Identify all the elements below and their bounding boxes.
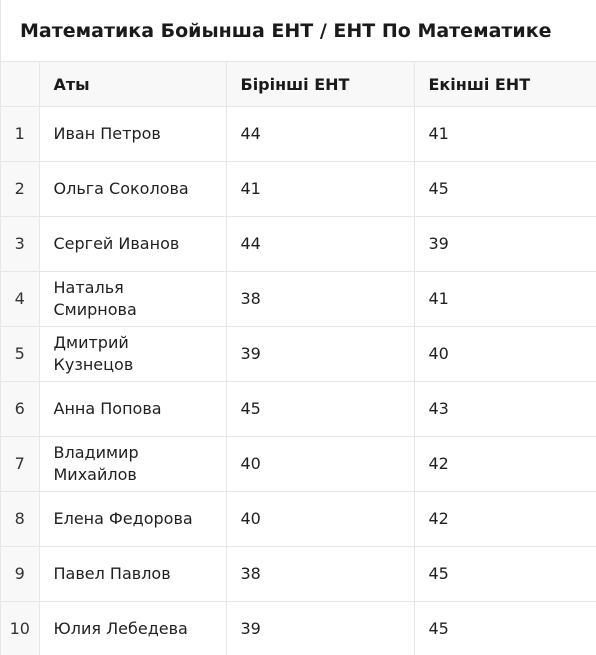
row-number-header	[1, 62, 40, 107]
student-name-cell[interactable]: Сергей Иванов	[39, 216, 227, 272]
row-number: 8	[1, 491, 40, 547]
student-name-cell[interactable]: Наталья Смирнова	[39, 271, 227, 327]
row-number: 2	[1, 161, 40, 217]
second-ent-cell[interactable]: 45	[414, 546, 596, 602]
row-number: 3	[1, 216, 40, 272]
first-ent-cell[interactable]: 38	[226, 546, 415, 602]
student-name-cell[interactable]: Павел Павлов	[39, 546, 227, 602]
second-ent-cell[interactable]: 39	[414, 216, 596, 272]
column-header-second-ent[interactable]: Екінші ЕНТ	[414, 62, 596, 107]
first-ent-cell[interactable]: 41	[226, 161, 415, 217]
scores-table: Аты Бірінші ЕНТ Екінші ЕНТ 1 Иван Петров…	[1, 62, 596, 655]
row-number: 9	[1, 546, 40, 602]
first-ent-cell[interactable]: 40	[226, 491, 415, 547]
header-row: Аты Бірінші ЕНТ Екінші ЕНТ	[1, 62, 596, 107]
first-ent-cell[interactable]: 40	[226, 436, 415, 492]
table-row[interactable]: 3 Сергей Иванов 44 39	[1, 216, 596, 272]
table-row[interactable]: 8 Елена Федорова 40 42	[1, 491, 596, 547]
student-name-cell[interactable]: Ольга Соколова	[39, 161, 227, 217]
second-ent-cell[interactable]: 42	[414, 491, 596, 547]
first-ent-cell[interactable]: 38	[226, 271, 415, 327]
student-name-cell[interactable]: Владимир Михайлов	[39, 436, 227, 492]
title-bar: Математика Бойынша ЕНТ / ЕНТ По Математи…	[1, 0, 596, 62]
table-row[interactable]: 5 Дмитрий Кузнецов 39 40	[1, 326, 596, 382]
second-ent-cell[interactable]: 42	[414, 436, 596, 492]
student-name-cell[interactable]: Елена Федорова	[39, 491, 227, 547]
table-row[interactable]: 6 Анна Попова 45 43	[1, 381, 596, 437]
table-row[interactable]: 1 Иван Петров 44 41	[1, 106, 596, 162]
table-row[interactable]: 10 Юлия Лебедева 39 45	[1, 601, 596, 655]
column-header-name[interactable]: Аты	[39, 62, 227, 107]
table-body: 1 Иван Петров 44 41 2 Ольга Соколова 41 …	[1, 106, 596, 655]
second-ent-cell[interactable]: 45	[414, 161, 596, 217]
student-name-cell[interactable]: Дмитрий Кузнецов	[39, 326, 227, 382]
row-number: 4	[1, 271, 40, 327]
page-title: Математика Бойынша ЕНТ / ЕНТ По Математи…	[20, 19, 552, 42]
second-ent-cell[interactable]: 41	[414, 106, 596, 162]
second-ent-cell[interactable]: 45	[414, 601, 596, 655]
row-number: 5	[1, 326, 40, 382]
student-name-cell[interactable]: Юлия Лебедева	[39, 601, 227, 655]
second-ent-cell[interactable]: 43	[414, 381, 596, 437]
row-number: 7	[1, 436, 40, 492]
table-row[interactable]: 4 Наталья Смирнова 38 41	[1, 271, 596, 327]
first-ent-cell[interactable]: 45	[226, 381, 415, 437]
first-ent-cell[interactable]: 44	[226, 106, 415, 162]
column-header-first-ent[interactable]: Бірінші ЕНТ	[226, 62, 415, 107]
student-name-cell[interactable]: Иван Петров	[39, 106, 227, 162]
table-row[interactable]: 2 Ольга Соколова 41 45	[1, 161, 596, 217]
table-row[interactable]: 7 Владимир Михайлов 40 42	[1, 436, 596, 492]
row-number: 10	[1, 601, 40, 655]
table-row[interactable]: 9 Павел Павлов 38 45	[1, 546, 596, 602]
second-ent-cell[interactable]: 41	[414, 271, 596, 327]
first-ent-cell[interactable]: 39	[226, 326, 415, 382]
row-number: 6	[1, 381, 40, 437]
first-ent-cell[interactable]: 39	[226, 601, 415, 655]
student-name-cell[interactable]: Анна Попова	[39, 381, 227, 437]
first-ent-cell[interactable]: 44	[226, 216, 415, 272]
row-number: 1	[1, 106, 40, 162]
second-ent-cell[interactable]: 40	[414, 326, 596, 382]
table-header: Аты Бірінші ЕНТ Екінші ЕНТ	[1, 62, 596, 107]
